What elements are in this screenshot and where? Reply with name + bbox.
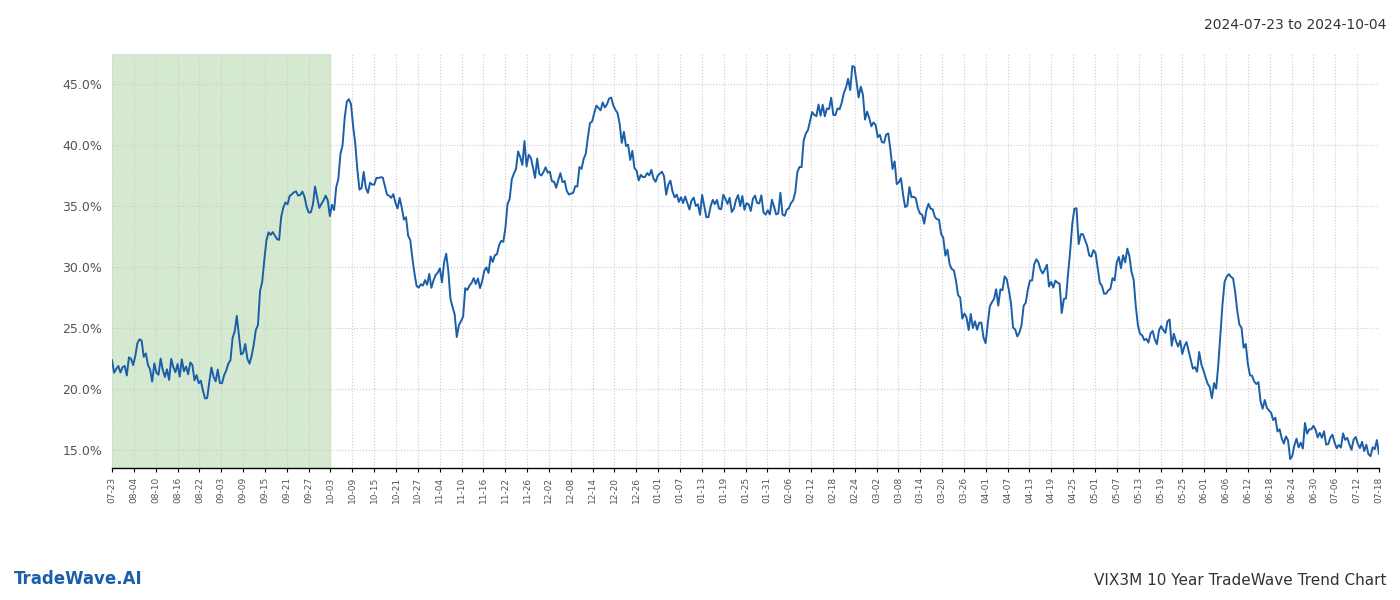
Bar <box>112 54 330 468</box>
Text: VIX3M 10 Year TradeWave Trend Chart: VIX3M 10 Year TradeWave Trend Chart <box>1093 573 1386 588</box>
Text: 2024-07-23 to 2024-10-04: 2024-07-23 to 2024-10-04 <box>1204 18 1386 32</box>
Text: TradeWave.AI: TradeWave.AI <box>14 570 143 588</box>
